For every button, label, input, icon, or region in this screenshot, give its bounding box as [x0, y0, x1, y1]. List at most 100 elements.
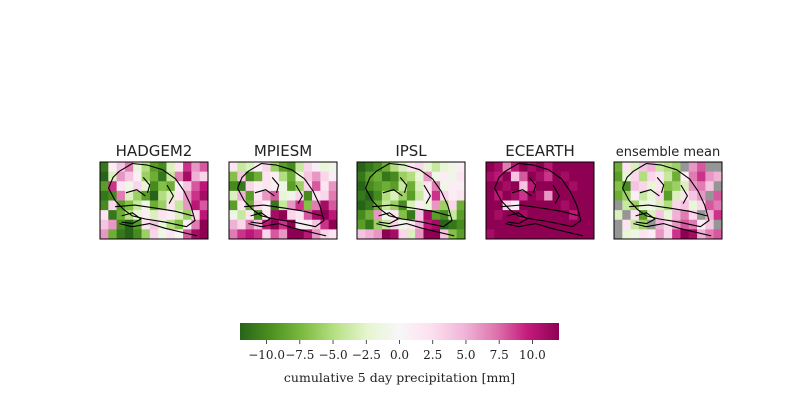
grid-cell [705, 210, 715, 221]
grid-cell [713, 171, 723, 182]
grid-cell [431, 200, 441, 211]
grid-cell [191, 171, 201, 182]
country-border [382, 189, 403, 197]
grid-cell [672, 200, 681, 211]
grid-cell [183, 200, 192, 211]
grid-cell [406, 190, 416, 201]
grid-cell [124, 219, 134, 230]
grid-cell [229, 171, 238, 182]
grid-cell [124, 210, 134, 221]
grid-cell [199, 219, 209, 230]
grid-cell [174, 200, 184, 211]
grid-cell [262, 229, 271, 240]
grid-cell [560, 200, 570, 211]
grid-cell [577, 181, 587, 192]
grid-cell [614, 190, 623, 201]
grid-cell [390, 219, 399, 230]
grid-cell [415, 229, 424, 240]
grid-cell [270, 162, 280, 172]
grid-cell [398, 190, 408, 201]
grid-cell [638, 219, 648, 230]
grid-cell [158, 181, 167, 192]
grid-cell [245, 229, 255, 240]
grid-cell [622, 200, 631, 211]
grid-cell [174, 162, 184, 172]
grid-cell [680, 162, 690, 172]
grid-cell [486, 171, 495, 182]
grid-cell [133, 171, 142, 182]
grid-cell [415, 181, 424, 192]
grid-cell [166, 171, 176, 182]
grid-cell [191, 181, 201, 192]
grid-cell [191, 190, 201, 201]
grid-cell [486, 190, 495, 201]
grid-cell [295, 171, 305, 182]
grid-cell [569, 200, 578, 211]
grid-cell [158, 190, 167, 201]
map-panels: HADGEM2 MPIESM IPSL ECEARTH ensemble mean [99, 142, 723, 240]
grid-cell [357, 162, 366, 172]
country-border [423, 184, 431, 204]
grid-cell [357, 190, 366, 201]
country-border [237, 162, 325, 228]
grid-cell [527, 210, 537, 221]
grid-cell [486, 229, 495, 240]
grid-cell [431, 190, 441, 201]
grid-cell [108, 162, 117, 172]
panel-title: ensemble mean [616, 145, 721, 160]
grid-cell [577, 219, 587, 230]
grid-cell [440, 210, 449, 221]
grid-cell [431, 210, 441, 221]
grid-cell [398, 200, 408, 211]
grid-cell [320, 162, 330, 172]
grid-cell [638, 210, 648, 221]
grid-cell [680, 210, 690, 221]
grid-cell [456, 210, 466, 221]
grid-cell [312, 200, 321, 211]
grid-cell [328, 171, 338, 182]
grid-cell [124, 190, 134, 201]
grid-cell [373, 229, 383, 240]
grid-cell [398, 171, 408, 182]
grid-cell [158, 219, 167, 230]
grid-cell [544, 210, 553, 221]
grid-cell [312, 171, 321, 182]
grid-cell [199, 162, 209, 172]
grid-cell [680, 190, 690, 201]
grid-cell [406, 181, 416, 192]
grid-cell [569, 181, 578, 192]
grid-cell [622, 210, 631, 221]
grid-cell [448, 200, 458, 211]
country-border [295, 184, 303, 204]
grid-cell [415, 162, 424, 172]
grid-cell [630, 219, 640, 230]
grid-cell [672, 190, 681, 201]
grid-cell [431, 229, 441, 240]
grid-cell [614, 229, 623, 240]
country-border [501, 204, 580, 217]
grid-cell [365, 171, 374, 182]
grid-cell [149, 181, 159, 192]
grid-cell [237, 210, 246, 221]
grid-cell [262, 219, 271, 230]
grid-cell [253, 210, 263, 221]
grid-cell [440, 171, 449, 182]
country-border [511, 189, 532, 197]
country-border [635, 212, 656, 225]
grid-cell [569, 190, 578, 201]
country-border [494, 162, 582, 228]
colorbar-tick-label: −7.5 [285, 348, 314, 362]
grid-cell [373, 210, 383, 221]
grid-cell [630, 210, 640, 221]
country-border [378, 212, 399, 225]
grid-cell [229, 162, 238, 172]
grid-cell [663, 181, 673, 192]
grid-cell [663, 171, 673, 182]
grid-cell [237, 200, 246, 211]
grid-cell [638, 190, 648, 201]
country-border [399, 177, 408, 193]
grid-cell [262, 181, 271, 192]
grid-cell [303, 171, 313, 182]
grid-cell [287, 229, 296, 240]
